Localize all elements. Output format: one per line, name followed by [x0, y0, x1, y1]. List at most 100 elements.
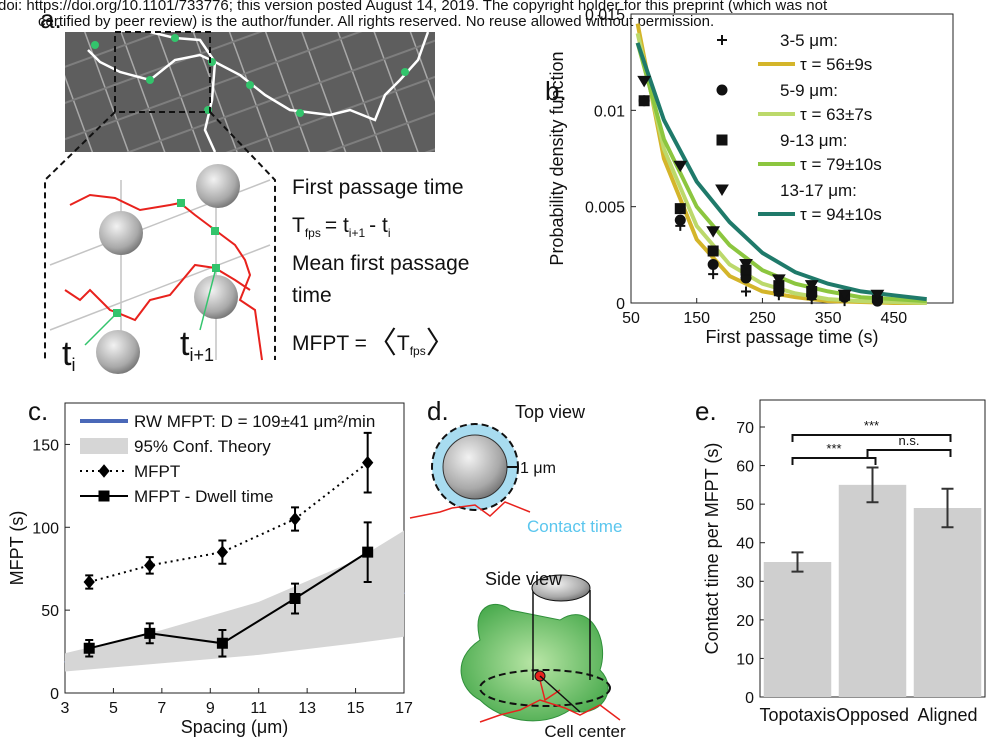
y-tick-label: 0.005 [585, 200, 625, 217]
legend-marker [98, 464, 110, 478]
significance-bracket [791, 457, 877, 465]
legend-label: τ = 94±10s [800, 205, 882, 224]
marker [706, 226, 721, 238]
marker [741, 286, 751, 297]
marker [216, 637, 228, 649]
bar [763, 562, 832, 697]
header-line: certified by peer review) is the author/… [38, 13, 714, 30]
y-tick-label: 0.015 [585, 7, 625, 24]
t-i: ti [62, 335, 75, 375]
y-tick-label: 0 [50, 686, 59, 703]
text: Side view [485, 569, 563, 589]
legend-label: 9-13 μm: [780, 131, 847, 150]
marker [144, 627, 156, 639]
y-tick-label: 0 [745, 690, 754, 707]
x-tick-label: 9 [206, 700, 215, 717]
subscript: i+1 [189, 345, 214, 365]
legend-marker [98, 490, 110, 502]
x-tick-label: 250 [749, 310, 776, 327]
legend-marker [717, 35, 727, 45]
marker [674, 214, 686, 226]
bracket: 〉 [426, 327, 456, 360]
marker [707, 259, 719, 270]
legend-marker [715, 184, 729, 196]
legend-label: 5-9 μm: [780, 81, 838, 100]
sub: i [388, 226, 391, 240]
y-tick-label: 30 [736, 574, 754, 591]
marker [362, 455, 374, 470]
formula: MFPT =〈Tfps〉 [292, 327, 456, 360]
x-tick-label: Opposed [836, 705, 909, 725]
panel-label: b. [545, 76, 567, 106]
subscript: i [71, 355, 75, 375]
x-tick-label: 450 [881, 310, 908, 327]
x-tick-label: 13 [298, 700, 316, 717]
legend-label: 13-17 μm: [780, 181, 857, 200]
y-axis-title: MFPT (s) [7, 511, 27, 586]
marker [707, 245, 719, 257]
x-tick-label: 150 [683, 310, 710, 327]
x-tick-label: 7 [157, 700, 166, 717]
legend-label: τ = 56±9s [800, 55, 872, 74]
legend-label: 3-5 μm: [780, 31, 838, 50]
marker [83, 575, 95, 589]
y-tick-label: 100 [32, 520, 59, 537]
t: T [397, 332, 410, 355]
text: Cell center [544, 722, 626, 741]
text: Top view [515, 402, 586, 422]
panel-label: c. [28, 396, 48, 426]
legend-label: MFPT [134, 462, 180, 481]
panel-label: a. [40, 4, 62, 34]
marker [83, 642, 95, 654]
marker [362, 546, 374, 558]
header-line: doi: https://doi.org/10.1101/733776; thi… [0, 0, 828, 14]
error-bar [866, 466, 879, 504]
panel-a-image [44, 30, 435, 374]
legend-label: τ = 79±10s [800, 155, 882, 174]
panel-d-drawing [409, 423, 621, 723]
t: t [180, 325, 190, 363]
formula: Tfps = ti+1- ti [292, 214, 390, 240]
bar [838, 484, 907, 697]
y-tick-label: 10 [736, 651, 754, 668]
t: - t [369, 214, 388, 237]
t: T [292, 214, 305, 237]
legend-label: τ = 63±7s [800, 105, 872, 124]
significance-label: *** [864, 418, 879, 433]
legend-swatch [80, 438, 128, 454]
sub: fps [410, 344, 426, 358]
y-tick-label: 150 [32, 437, 59, 454]
y-tick-label: 0.01 [594, 103, 625, 120]
y-tick-label: 20 [736, 613, 754, 630]
text: Contact time [527, 517, 622, 536]
x-tick-label: 5 [109, 700, 118, 717]
x-tick-label: 17 [395, 700, 413, 717]
t: t [62, 335, 72, 373]
legend-marker [716, 84, 728, 96]
sub: i+1 [349, 226, 366, 240]
x-tick-label: 3 [61, 700, 70, 717]
marker [804, 280, 819, 292]
y-axis-title: Contact time per MFPT (s) [702, 443, 722, 655]
x-tick-label: 350 [815, 310, 842, 327]
significance-label: *** [826, 441, 841, 456]
x-tick-label: Topotaxis [759, 705, 835, 725]
bar [913, 508, 982, 697]
significance-label: n.s. [899, 433, 920, 448]
legend-marker [716, 134, 728, 146]
error-bar [791, 551, 804, 573]
text: time [292, 284, 332, 307]
x-tick-label: Aligned [917, 705, 977, 725]
x-tick-label: 15 [347, 700, 365, 717]
marker [771, 274, 786, 286]
x-tick-label: 50 [622, 310, 640, 327]
confidence-band [65, 530, 404, 672]
marker [289, 512, 301, 526]
marker [673, 160, 688, 173]
y-axis-title: Probability density function [547, 51, 567, 265]
significance-bracket [791, 434, 952, 442]
significance-bracket [866, 449, 952, 457]
x-axis-title: Spacing (μm) [181, 717, 288, 737]
series-line [88, 461, 369, 583]
